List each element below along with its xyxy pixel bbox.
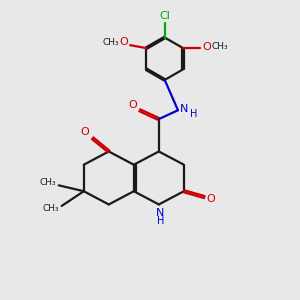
Text: CH₃: CH₃ xyxy=(42,204,59,213)
Text: H: H xyxy=(190,109,198,119)
Text: O: O xyxy=(129,100,138,110)
Text: CH₃: CH₃ xyxy=(39,178,56,188)
Text: CH₃: CH₃ xyxy=(103,38,119,47)
Text: Cl: Cl xyxy=(159,11,170,21)
Text: H: H xyxy=(157,216,164,226)
Text: O: O xyxy=(119,37,128,47)
Text: O: O xyxy=(202,42,211,52)
Text: N: N xyxy=(156,208,164,218)
Text: O: O xyxy=(81,127,90,137)
Text: O: O xyxy=(207,194,215,204)
Text: N: N xyxy=(180,104,189,114)
Text: CH₃: CH₃ xyxy=(212,42,229,51)
